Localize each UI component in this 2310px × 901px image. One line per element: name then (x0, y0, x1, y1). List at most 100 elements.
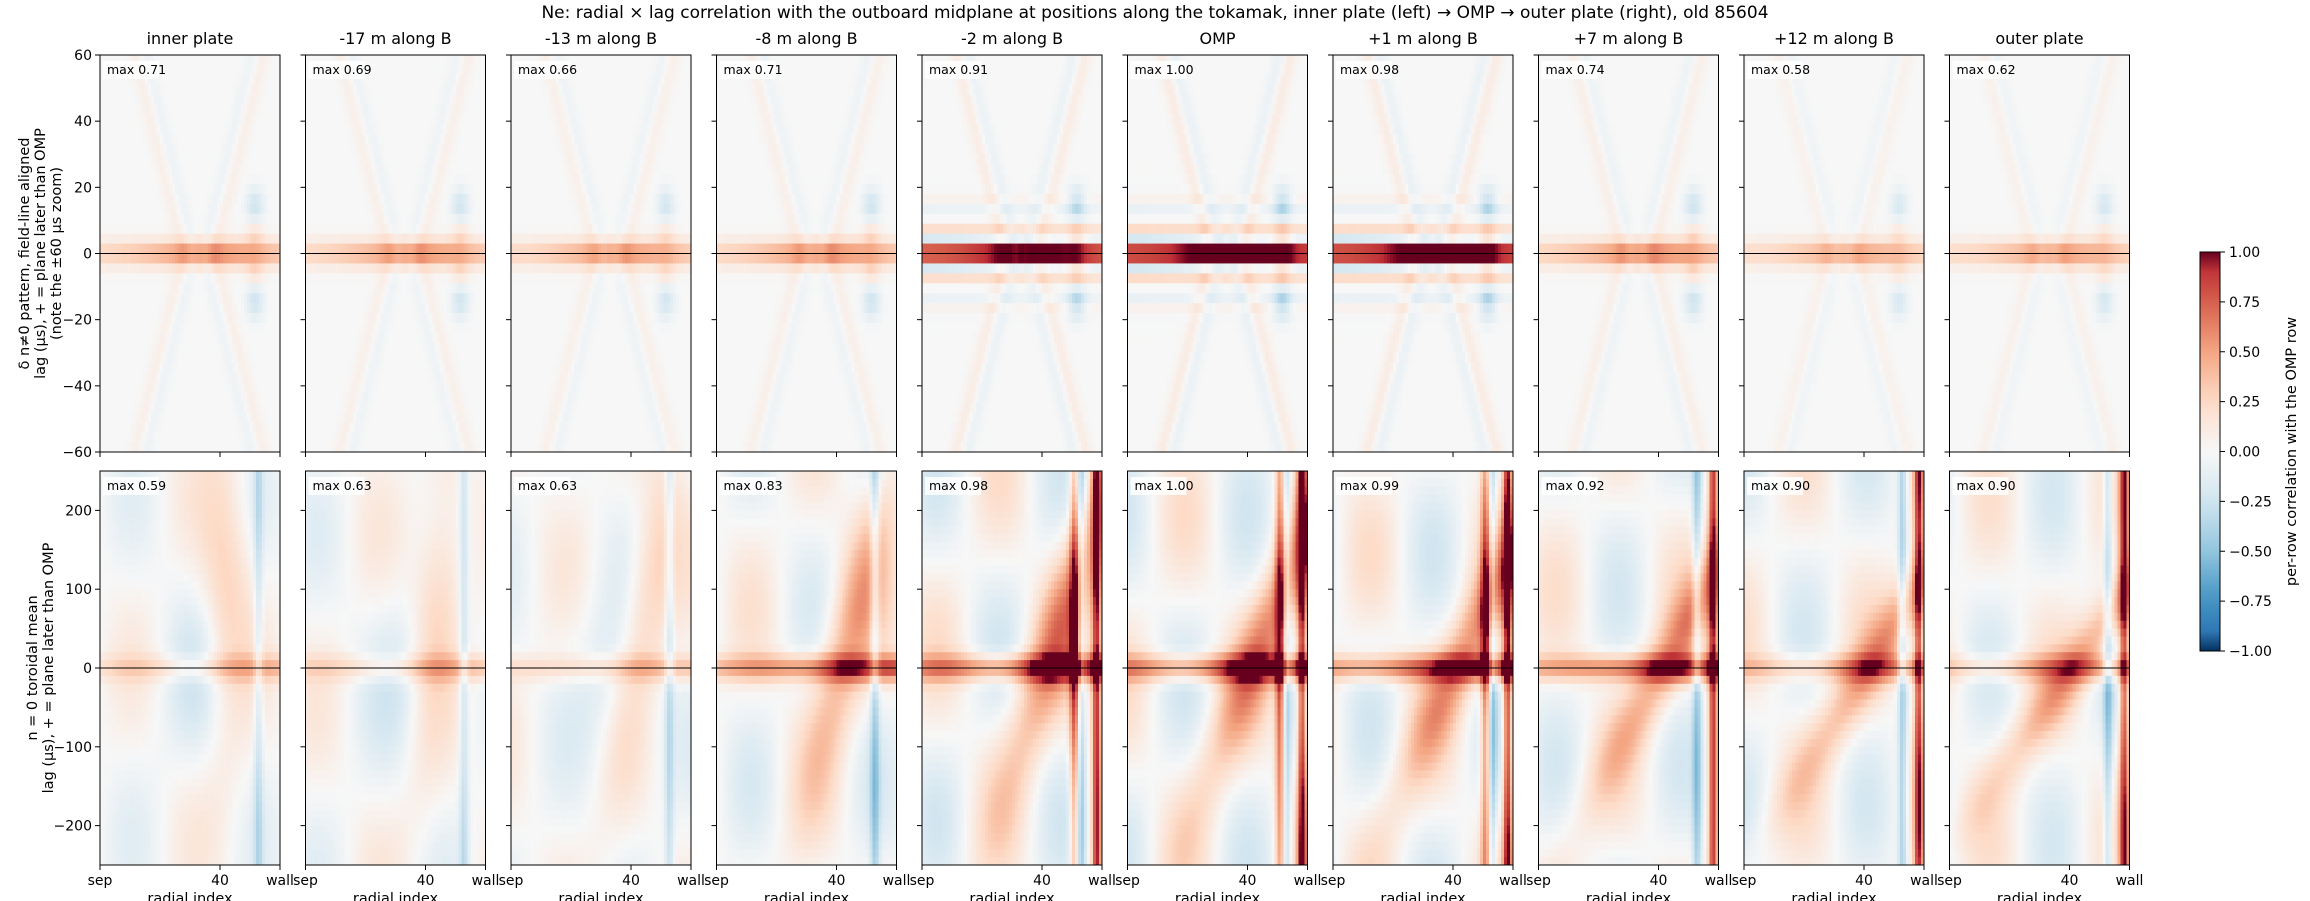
heatmap-cell (306, 214, 309, 224)
heatmap-cell (106, 144, 109, 154)
heatmap-cell (232, 353, 235, 363)
heatmap-cell (250, 124, 253, 134)
heatmap-cell (253, 194, 256, 204)
heatmap-cell (157, 383, 160, 393)
heatmap-cell (157, 432, 160, 442)
heatmap-cell (232, 313, 235, 323)
heatmap-cell (148, 164, 151, 174)
heatmap-cell (274, 214, 277, 224)
heatmap-cell (124, 432, 127, 442)
heatmap-cell (265, 303, 268, 313)
heatmap-cell (163, 412, 166, 422)
heatmap-cell (217, 115, 220, 125)
heatmap-cell (181, 303, 184, 313)
heatmap-cell (124, 254, 127, 264)
heatmap-cell (262, 234, 265, 244)
heatmap-cell (226, 392, 229, 402)
heatmap-cell (250, 422, 253, 432)
heatmap-cell (217, 373, 220, 383)
heatmap-cell (220, 432, 223, 442)
heatmap-cell (265, 224, 268, 234)
heatmap-cell (306, 204, 309, 214)
heatmap-cell (205, 422, 208, 432)
heatmap-cell (211, 303, 214, 313)
heatmap-cell (133, 313, 136, 323)
heatmap-cell (109, 313, 112, 323)
heatmap-cell (205, 65, 208, 75)
heatmap-cell (226, 363, 229, 373)
heatmap-cell (238, 214, 241, 224)
heatmap-cell (214, 214, 217, 224)
heatmap-cell (181, 65, 184, 75)
heatmap-cell (247, 115, 250, 125)
heatmap-cell (124, 442, 127, 452)
heatmap-cell (157, 412, 160, 422)
heatmap-cell (172, 174, 175, 184)
heatmap-cell (103, 244, 106, 254)
heatmap-cell (187, 343, 190, 353)
heatmap-cell (157, 144, 160, 154)
heatmap-cell (226, 313, 229, 323)
heatmap-cell (238, 432, 241, 442)
heatmap-cell (157, 124, 160, 134)
heatmap-cell (244, 204, 247, 214)
heatmap-cell (133, 293, 136, 303)
heatmap-cell (205, 442, 208, 452)
heatmap-cell (151, 333, 154, 343)
heatmap-cell (166, 214, 169, 224)
heatmap-cell (202, 134, 205, 144)
heatmap-cell (130, 442, 133, 452)
heatmap-cell (232, 184, 235, 194)
heatmap-cell (306, 85, 309, 95)
heatmap-cell (115, 115, 118, 125)
heatmap-cell (196, 174, 199, 184)
heatmap-cell (133, 323, 136, 333)
heatmap-cell (217, 234, 220, 244)
heatmap-cell (190, 293, 193, 303)
heatmap-cell (274, 134, 277, 144)
heatmap-cell (199, 115, 202, 125)
heatmap-cell (309, 422, 312, 432)
heatmap-cell (306, 303, 309, 313)
heatmap-cell (187, 164, 190, 174)
heatmap-cell (160, 333, 163, 343)
heatmap-cell (178, 105, 181, 115)
heatmap-cell (127, 263, 130, 273)
heatmap-cell (214, 55, 217, 65)
heatmap-cell (145, 273, 148, 283)
heatmap-cell (172, 273, 175, 283)
heatmap-cell (274, 373, 277, 383)
heatmap-cell (181, 244, 184, 254)
heatmap-cell (306, 234, 309, 244)
heatmap-cell (241, 144, 244, 154)
heatmap-cell (169, 174, 172, 184)
heatmap-cell (202, 204, 205, 214)
heatmap-cell (100, 273, 103, 283)
heatmap-cell (229, 154, 232, 164)
heatmap-cell (133, 373, 136, 383)
heatmap-cell (160, 402, 163, 412)
heatmap-cell (229, 85, 232, 95)
heatmap-cell (193, 353, 196, 363)
heatmap-cell (160, 105, 163, 115)
heatmap-cell (315, 283, 318, 293)
heatmap-cell (187, 283, 190, 293)
heatmap-cell (268, 55, 271, 65)
heatmap-cell (232, 422, 235, 432)
heatmap-cell (262, 353, 265, 363)
heatmap-cell (100, 194, 103, 204)
heatmap-cell (274, 154, 277, 164)
heatmap-cell (268, 124, 271, 134)
heatmap-cell (145, 353, 148, 363)
heatmap-cell (127, 154, 130, 164)
heatmap-cell (315, 392, 318, 402)
heatmap-cell (205, 263, 208, 273)
heatmap-cell (208, 214, 211, 224)
heatmap-cell (127, 144, 130, 154)
heatmap-cell (181, 273, 184, 283)
heatmap-cell (136, 412, 139, 422)
heatmap-cell (142, 293, 145, 303)
heatmap-cell (136, 432, 139, 442)
heatmap-cell (309, 244, 312, 254)
heatmap-cell (199, 55, 202, 65)
